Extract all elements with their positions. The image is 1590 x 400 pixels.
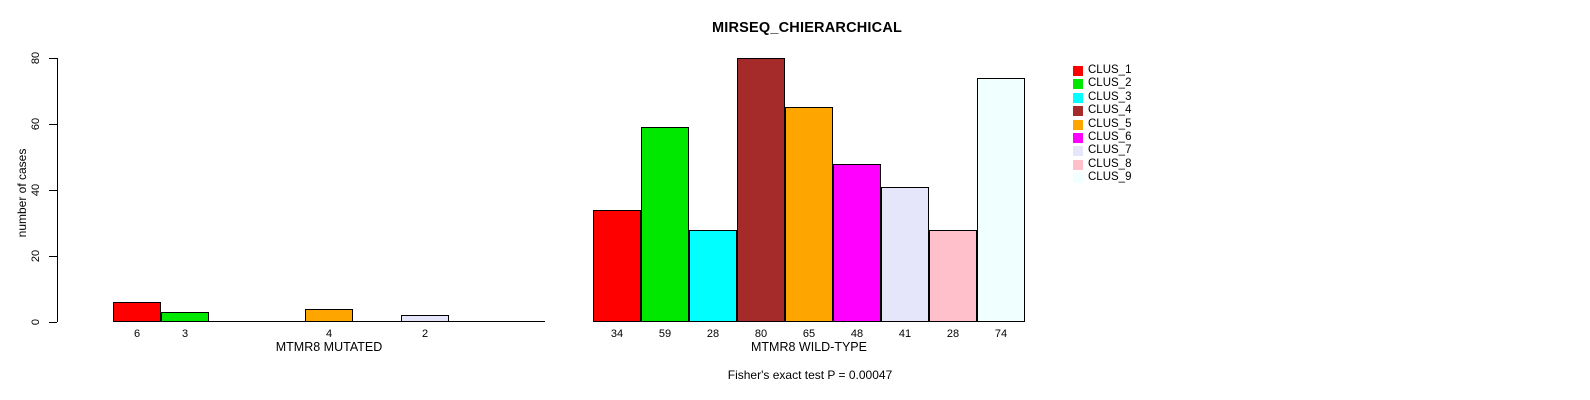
- y-tick-80: [49, 57, 57, 59]
- legend-swatch-CLUS_5: [1073, 119, 1083, 130]
- legend-label-CLUS_9: CLUS_9: [1088, 171, 1132, 184]
- bar-CLUS_1: [593, 210, 641, 322]
- y-tick-label-60: 60: [30, 117, 42, 131]
- legend-label-CLUS_3: CLUS_3: [1088, 90, 1132, 103]
- legend-swatch-CLUS_2: [1073, 79, 1083, 90]
- y-tick-60: [49, 123, 57, 125]
- y-axis-title: number of cases: [15, 148, 29, 238]
- legend-swatch-CLUS_3: [1073, 92, 1083, 103]
- bar-value-CLUS_9: 74: [994, 328, 1008, 340]
- bar-CLUS_7: [401, 315, 449, 322]
- y-tick-label-80: 80: [30, 51, 42, 65]
- fisher-test-annotation: Fisher's exact test P = 0.00047: [727, 368, 893, 382]
- zero-bar-CLUS_3: [209, 321, 257, 322]
- y-tick-40: [49, 189, 57, 191]
- legend-swatch-CLUS_1: [1073, 66, 1083, 76]
- legend-label-CLUS_1: CLUS_1: [1088, 64, 1132, 76]
- y-tick-label-40: 40: [30, 183, 42, 197]
- bar-CLUS_4: [737, 58, 785, 322]
- bar-CLUS_6: [833, 164, 881, 322]
- legend-label-CLUS_7: CLUS_7: [1088, 144, 1132, 157]
- legend-swatch-CLUS_9: [1073, 173, 1083, 184]
- y-tick-label-0: 0: [30, 318, 42, 326]
- zero-bar-CLUS_8: [449, 321, 497, 322]
- y-axis-line: [57, 58, 58, 322]
- bar-value-CLUS_8: 28: [946, 328, 960, 340]
- bar-value-CLUS_3: 28: [706, 328, 720, 340]
- bar-value-CLUS_1: 6: [133, 328, 141, 340]
- x-axis-label-mutated: MTMR8 MUTATED: [275, 340, 383, 354]
- bar-CLUS_2: [641, 127, 689, 322]
- legend-label-CLUS_8: CLUS_8: [1088, 157, 1132, 170]
- bar-value-CLUS_5: 65: [802, 328, 816, 340]
- legend-label-CLUS_6: CLUS_6: [1088, 131, 1132, 143]
- bar-CLUS_7: [881, 187, 929, 322]
- bar-CLUS_3: [689, 230, 737, 322]
- zero-bar-CLUS_4: [257, 321, 305, 322]
- y-tick-20: [49, 255, 57, 257]
- zero-bar-CLUS_9: [497, 321, 545, 322]
- legend-swatch-CLUS_8: [1073, 159, 1083, 170]
- bar-CLUS_1: [113, 302, 161, 322]
- legend-label-CLUS_5: CLUS_5: [1088, 117, 1132, 130]
- bar-CLUS_8: [929, 230, 977, 322]
- panel-mtmr8-wild-type: 34 59 28 80 65 48 41 28 74: [593, 58, 1025, 340]
- bar-CLUS_2: [161, 312, 209, 322]
- bar-value-CLUS_1: 34: [610, 328, 624, 340]
- legend-swatch-CLUS_7: [1073, 146, 1083, 157]
- legend-swatch-CLUS_6: [1073, 133, 1083, 143]
- y-tick-0: [49, 321, 57, 323]
- bar-value-CLUS_4: 80: [754, 328, 768, 340]
- y-tick-label-20: 20: [30, 249, 42, 263]
- panel-mtmr8-mutated: 6 3 4 2: [113, 58, 545, 340]
- zero-bar-CLUS_6: [353, 321, 401, 322]
- x-axis-label-wild-type: MTMR8 WILD-TYPE: [751, 340, 867, 354]
- legend-label-CLUS_4: CLUS_4: [1088, 104, 1132, 117]
- bar-CLUS_5: [785, 107, 833, 322]
- legend-swatch-CLUS_4: [1073, 106, 1083, 117]
- bar-value-CLUS_7: 2: [421, 328, 429, 340]
- bar-value-CLUS_5: 4: [325, 328, 333, 340]
- bar-value-CLUS_2: 59: [658, 328, 672, 340]
- legend-label-CLUS_2: CLUS_2: [1088, 77, 1132, 90]
- bar-CLUS_5: [305, 309, 353, 322]
- bar-value-CLUS_7: 41: [898, 328, 912, 340]
- bar-value-CLUS_2: 3: [181, 328, 189, 340]
- chart-title: MIRSEQ_CHIERARCHICAL: [711, 20, 903, 36]
- bar-value-CLUS_6: 48: [850, 328, 864, 340]
- bar-CLUS_9: [977, 78, 1025, 322]
